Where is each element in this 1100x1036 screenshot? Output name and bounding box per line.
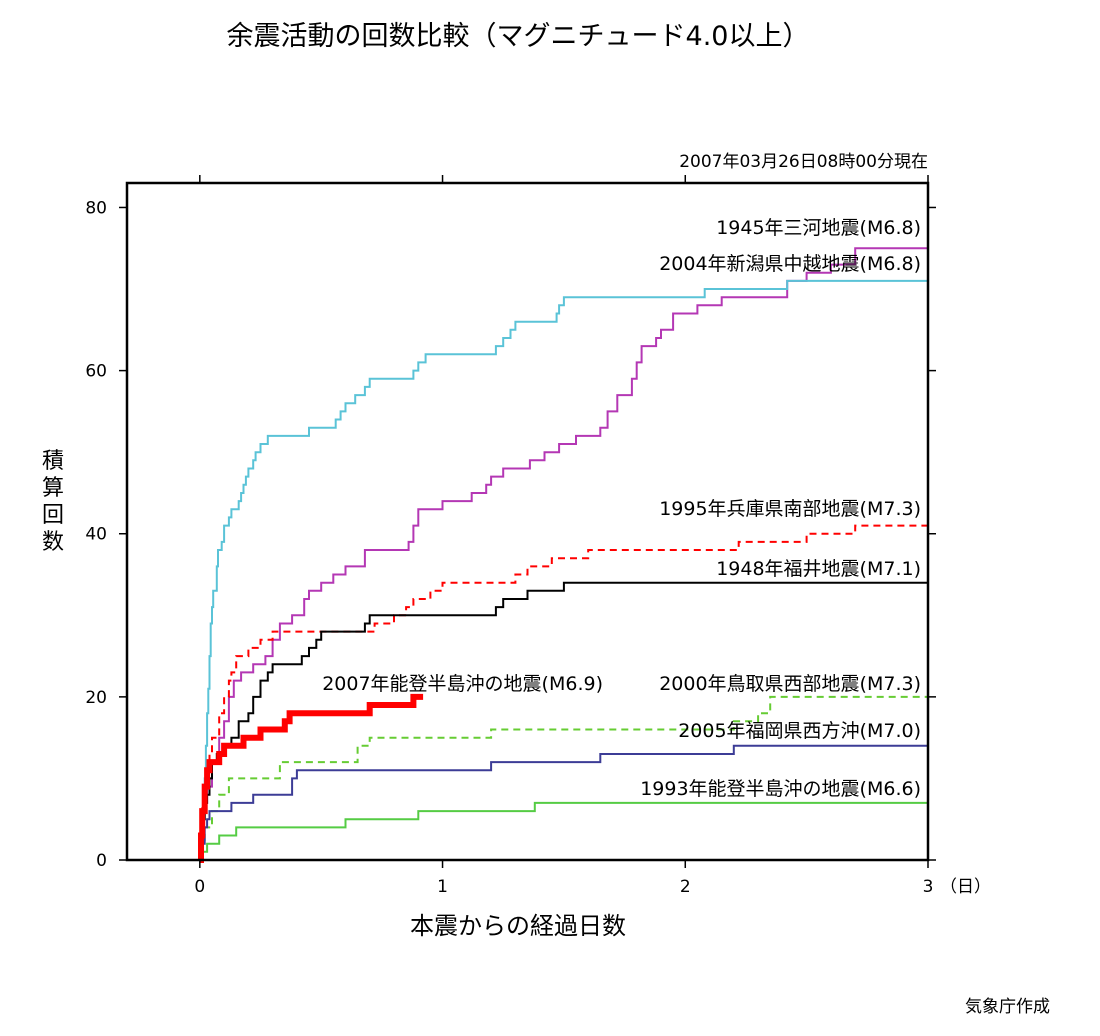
credit: 気象庁作成	[965, 997, 1050, 1017]
timestamp: 2007年03月26日08時00分現在	[679, 152, 928, 172]
series-line-7	[198, 693, 424, 863]
series-line-5	[199, 744, 928, 861]
series-line-1	[199, 279, 928, 861]
y-axis-label: 積算回数	[41, 449, 64, 555]
series-label: 2004年新潟県中越地震(M6.8)	[659, 253, 921, 275]
series-label: 1993年能登半島沖の地震(M6.6)	[640, 778, 921, 800]
x-unit-label: （日）	[940, 877, 991, 897]
series-label: 2000年鳥取県西部地震(M7.3)	[659, 673, 921, 695]
x-tick-label: 3	[923, 877, 934, 897]
chart-title: 余震活動の回数比較（マグニチュード4.0以上）	[226, 21, 810, 52]
x-tick-label: 2	[680, 877, 691, 897]
y-tick-label: 20	[85, 688, 107, 708]
y-tick-label: 80	[85, 198, 107, 218]
plot-frame	[125, 181, 930, 862]
series-line-6	[199, 801, 928, 861]
series-label: 1945年三河地震(M6.8)	[716, 217, 921, 239]
series-label: 1948年福井地震(M7.1)	[716, 558, 921, 580]
x-tick-label: 0	[194, 877, 205, 897]
series-label: 2005年福岡県西方沖(M7.0)	[678, 720, 921, 742]
series-line-0	[199, 247, 928, 861]
series-line-4	[199, 695, 928, 861]
series-label: 2007年能登半島沖の地震(M6.9)	[322, 673, 603, 695]
series-label: 1995年兵庫県南部地震(M7.3)	[659, 498, 921, 520]
y-tick-label: 0	[96, 851, 107, 871]
x-tick-label: 1	[437, 877, 448, 897]
x-axis-label: 本震からの経過日数	[410, 912, 626, 940]
y-tick-label: 40	[85, 525, 107, 545]
y-tick-label: 60	[85, 362, 107, 382]
